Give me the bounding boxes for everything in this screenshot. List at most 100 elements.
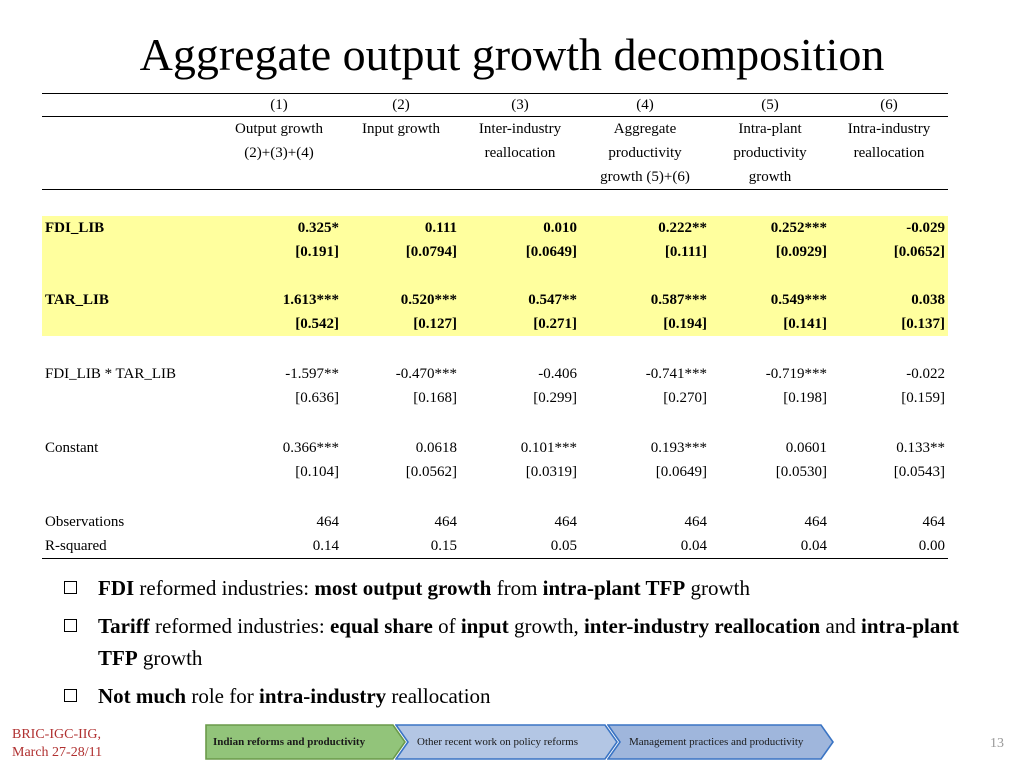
coefficient-cell: -0.470***	[395, 366, 457, 382]
header-blank	[42, 93, 216, 117]
coefficient-cell: -0.029	[830, 216, 948, 240]
nav-chevron-shape	[607, 724, 834, 760]
coefficient-cell: 0.111	[342, 216, 460, 240]
standard-error-cell: [0.0652]	[830, 240, 948, 264]
standard-error-cell: [0.0562]	[405, 464, 457, 480]
spacer-cell	[216, 484, 342, 510]
standard-error-cell: [0.299]	[533, 390, 577, 406]
regression-table: (1) (2) (3) (4) (5) (6) Output growth (2)+(3)+(…	[42, 93, 948, 559]
column-number: (1)	[216, 93, 342, 117]
observations-cell: 464	[554, 514, 578, 530]
spacer-cell	[216, 190, 342, 217]
row-label: Constant	[45, 440, 99, 456]
table-row: FDI_LIB 0.325* 0.111 0.010 0.222** 0.252*** -0…	[42, 216, 948, 240]
coefficient-cell: 0.325*	[216, 216, 342, 240]
bullet-emphasis: input	[460, 614, 509, 638]
standard-error-cell: [0.0794]	[342, 240, 460, 264]
table-row: Constant 0.366*** 0.0618 0.101*** 0.193*** 0.…	[42, 436, 948, 460]
nav-chevron-path	[395, 724, 618, 760]
footer-conference-line1: BRIC-IGC-IIG,	[12, 727, 102, 742]
spacer-cell	[342, 484, 460, 510]
standard-error-cell: [0.104]	[295, 464, 339, 480]
spacer-cell	[830, 484, 948, 510]
bullet-text: role for	[186, 684, 259, 708]
bullet-item: FDI reformed industries: most output gro…	[62, 572, 962, 604]
column-name: Input growth	[342, 116, 460, 190]
spacer-cell	[580, 336, 710, 362]
nav-step[interactable]: Indian reforms and productivity	[205, 724, 407, 760]
row-label-blank	[42, 240, 216, 264]
coefficient-cell: -0.741***	[645, 366, 707, 382]
table-row: [0.636] [0.168] [0.299] [0.270] [0.198] [0.15…	[42, 386, 948, 410]
table-row	[42, 190, 948, 217]
nav-chevron-path	[607, 724, 834, 760]
observations-cell: 464	[316, 514, 340, 530]
bullet-text: growth	[685, 576, 750, 600]
spacer-cell	[830, 336, 948, 362]
column-name: Output growth (2)+(3)+(4)	[216, 116, 342, 190]
bullet-emphasis: Tariff	[98, 614, 150, 638]
spacer-cell	[460, 336, 580, 362]
standard-error-cell: [0.270]	[663, 390, 707, 406]
standard-error-cell: [0.137]	[830, 312, 948, 336]
column-number: (2)	[342, 93, 460, 117]
bullet-text: from	[491, 576, 543, 600]
coefficient-cell: 0.520***	[342, 288, 460, 312]
spacer-cell	[42, 410, 216, 436]
coefficient-cell: 0.0601	[785, 440, 827, 456]
observations-cell: 464	[684, 514, 708, 530]
coefficient-cell: 0.252***	[710, 216, 830, 240]
coefficient-cell: -0.406	[538, 366, 577, 382]
bullet-emphasis: inter-industry reallocation	[583, 614, 821, 638]
table-row: [0.542] [0.127] [0.271] [0.194] [0.141] [0.13…	[42, 312, 948, 336]
nav-step-label: Management practices and productivity	[629, 736, 804, 748]
coefficient-cell: -0.022	[906, 366, 945, 382]
table-row: (1) (2) (3) (4) (5) (6)	[42, 93, 948, 117]
spacer-cell	[342, 264, 460, 288]
spacer-cell	[710, 410, 830, 436]
observations-cell: 464	[922, 514, 946, 530]
spacer-cell	[580, 410, 710, 436]
bullet-text: reformed industries:	[149, 614, 330, 638]
spacer-cell	[830, 410, 948, 436]
bullet-emphasis: intra-plant TFP	[98, 614, 960, 670]
spacer-cell	[580, 264, 710, 288]
coefficient-cell: 0.038	[830, 288, 948, 312]
standard-error-cell: [0.194]	[580, 312, 710, 336]
coefficient-cell: 0.547**	[460, 288, 580, 312]
regression-table-grid: (1) (2) (3) (4) (5) (6) Output growth (2)+(3)+(…	[42, 93, 948, 559]
bullet-list: FDI reformed industries: most output gro…	[62, 572, 962, 718]
coefficient-cell: 0.0618	[415, 440, 457, 456]
spacer-cell	[710, 484, 830, 510]
coefficient-cell: 1.613***	[216, 288, 342, 312]
coefficient-cell: 0.549***	[710, 288, 830, 312]
standard-error-cell: [0.0319]	[525, 464, 577, 480]
bullet-text: growth,	[508, 614, 584, 638]
footer-conference-line2: March 27-28/11	[12, 745, 103, 760]
nav-chevron-path	[205, 724, 406, 760]
standard-error-cell: [0.542]	[216, 312, 342, 336]
coefficient-cell: 0.222**	[580, 216, 710, 240]
table-row: TAR_LIB 1.613*** 0.520*** 0.547** 0.587*** 0.…	[42, 288, 948, 312]
column-name: Intra-industry reallocation	[830, 116, 948, 190]
coefficient-cell: 0.366***	[282, 440, 339, 456]
spacer-cell	[216, 264, 342, 288]
nav-step[interactable]: Management practices and productivity	[607, 724, 835, 760]
checkbox-bullet-icon	[64, 689, 77, 702]
bullet-text: of	[432, 614, 461, 638]
standard-error-cell: [0.159]	[901, 390, 945, 406]
column-name: Inter-industry reallocation	[460, 116, 580, 190]
table-row: R-squared 0.14 0.15 0.05 0.04 0.04 0.00	[42, 534, 948, 559]
nav-step-label: Other recent work on policy reforms	[417, 736, 578, 748]
spacer-cell	[342, 410, 460, 436]
row-label-blank	[42, 460, 216, 484]
spacer-cell	[42, 484, 216, 510]
bullet-emphasis: equal share	[329, 614, 433, 638]
nav-step[interactable]: Other recent work on policy reforms	[395, 724, 619, 760]
row-label-blank	[42, 386, 216, 410]
standard-error-cell: [0.0530]	[775, 464, 827, 480]
bullet-emphasis: intra-plant TFP	[542, 576, 686, 600]
standard-error-cell: [0.127]	[342, 312, 460, 336]
rsquared-cell: 0.04	[710, 534, 830, 559]
observations-cell: 464	[804, 514, 828, 530]
